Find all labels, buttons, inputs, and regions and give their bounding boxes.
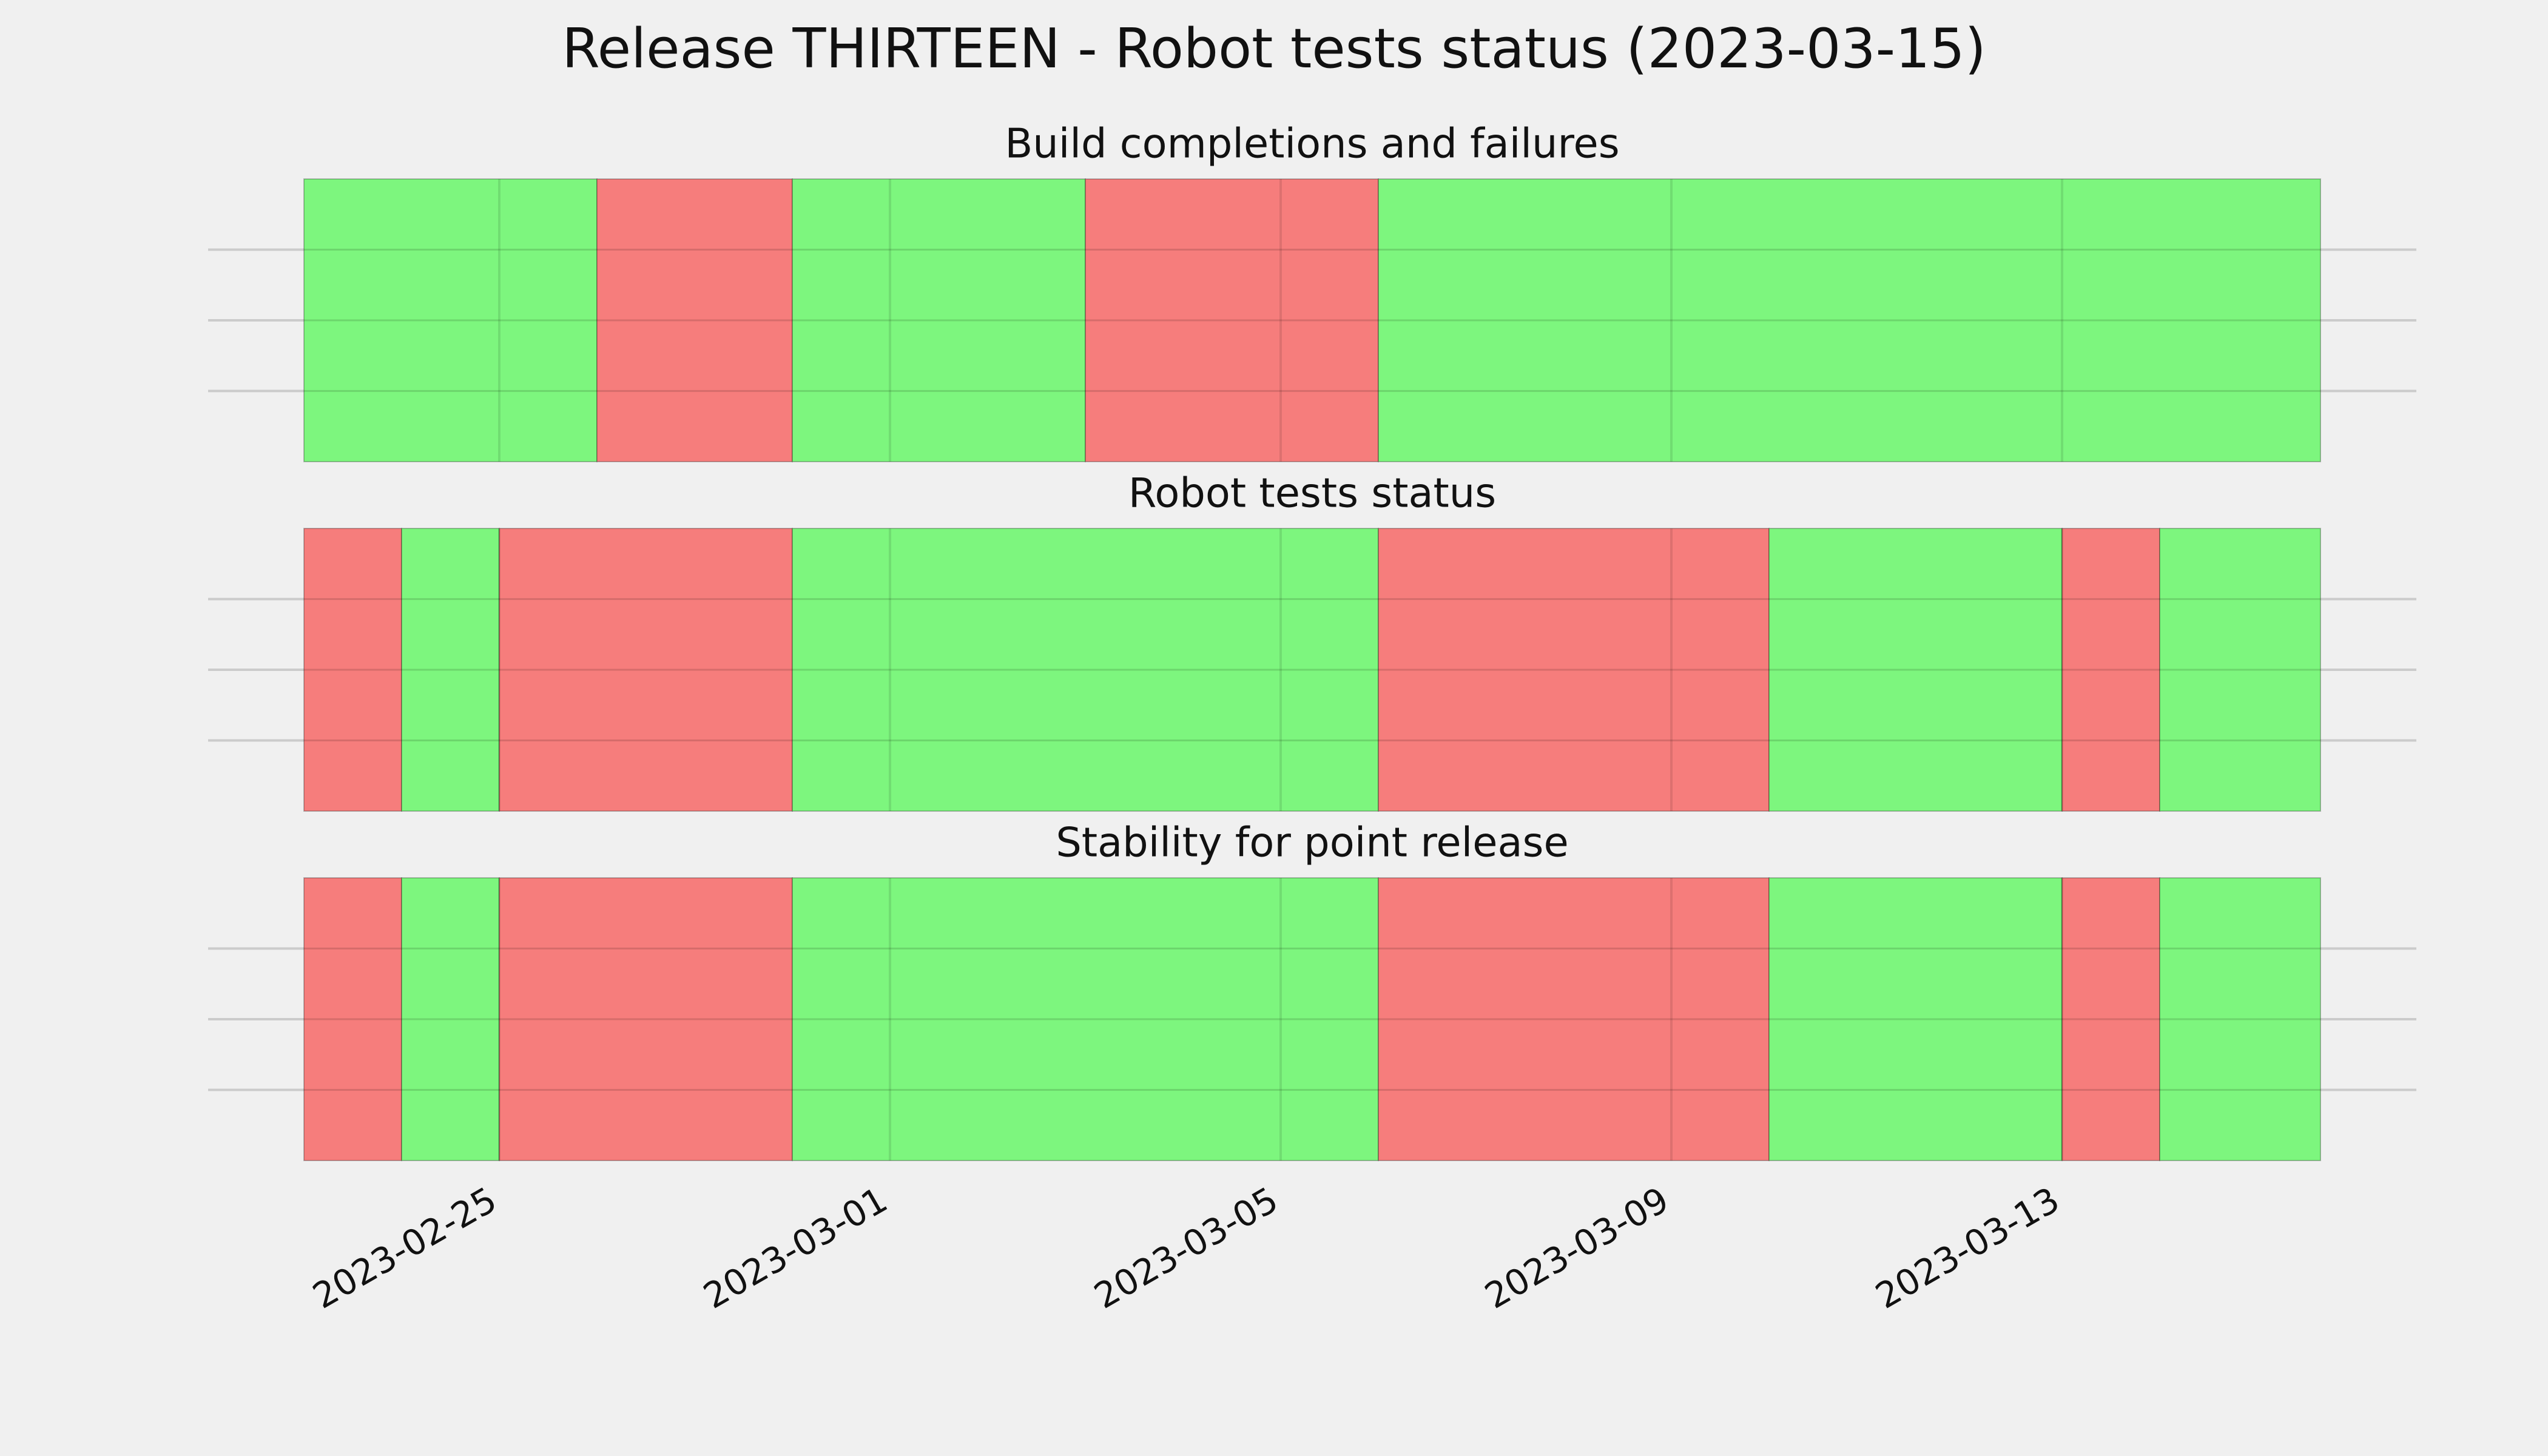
status-span bbox=[303, 528, 403, 812]
status-span bbox=[1085, 178, 1380, 462]
x-tick-label: 2023-03-13 bbox=[1869, 1179, 2066, 1316]
status-span bbox=[303, 178, 598, 462]
panel-title: Build completions and failures bbox=[1005, 120, 1619, 167]
x-tick-label: 2023-03-01 bbox=[696, 1179, 894, 1316]
status-span bbox=[792, 877, 1380, 1161]
status-span bbox=[2061, 528, 2161, 812]
status-span bbox=[1378, 178, 2321, 462]
status-span bbox=[792, 178, 1087, 462]
status-span bbox=[303, 877, 403, 1161]
status-span bbox=[1378, 528, 1770, 812]
status-span bbox=[2061, 877, 2161, 1161]
status-span bbox=[1378, 877, 1770, 1161]
chart-title: Release THIRTEEN - Robot tests status (2… bbox=[562, 17, 1986, 81]
panel-title: Stability for point release bbox=[1056, 819, 1568, 866]
status-span bbox=[401, 528, 500, 812]
status-span bbox=[2159, 528, 2322, 812]
status-span bbox=[499, 528, 794, 812]
status-span bbox=[596, 178, 794, 462]
status-span bbox=[2159, 877, 2322, 1161]
x-tick-label: 2023-03-09 bbox=[1478, 1179, 1676, 1316]
x-tick-label: 2023-02-25 bbox=[306, 1179, 504, 1316]
status-span bbox=[499, 877, 794, 1161]
status-span bbox=[1768, 528, 2063, 812]
status-span bbox=[1768, 877, 2063, 1161]
status-span bbox=[792, 528, 1380, 812]
panel-title: Robot tests status bbox=[1128, 470, 1496, 517]
status-span bbox=[401, 877, 500, 1161]
x-tick-label: 2023-03-05 bbox=[1087, 1179, 1285, 1316]
